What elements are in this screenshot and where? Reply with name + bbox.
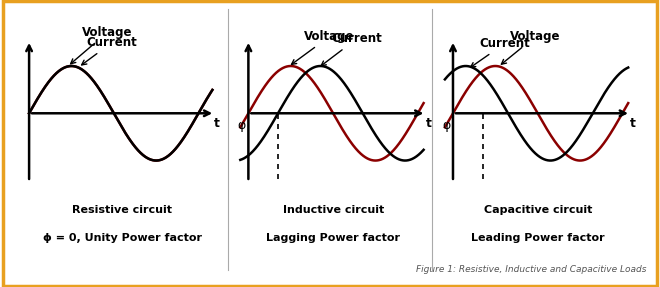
Text: Inductive circuit: Inductive circuit xyxy=(282,205,384,214)
Text: φ: φ xyxy=(238,119,246,132)
Text: Voltage: Voltage xyxy=(292,30,354,64)
Text: Current: Current xyxy=(82,36,137,65)
Text: Lagging Power factor: Lagging Power factor xyxy=(266,233,401,243)
Text: t: t xyxy=(214,117,220,130)
Text: t: t xyxy=(630,117,636,130)
Text: Current: Current xyxy=(321,32,382,66)
Text: Resistive circuit: Resistive circuit xyxy=(72,205,172,214)
Text: Voltage: Voltage xyxy=(502,30,560,64)
Text: t: t xyxy=(426,117,432,130)
Text: Figure 1: Resistive, Inductive and Capacitive Loads: Figure 1: Resistive, Inductive and Capac… xyxy=(416,265,647,274)
Text: φ: φ xyxy=(442,119,450,132)
Text: Capacitive circuit: Capacitive circuit xyxy=(484,205,592,214)
Text: Current: Current xyxy=(471,37,530,67)
Text: Leading Power factor: Leading Power factor xyxy=(471,233,605,243)
Text: ϕ = 0, Unity Power factor: ϕ = 0, Unity Power factor xyxy=(43,233,201,243)
Text: Voltage: Voltage xyxy=(71,26,133,64)
